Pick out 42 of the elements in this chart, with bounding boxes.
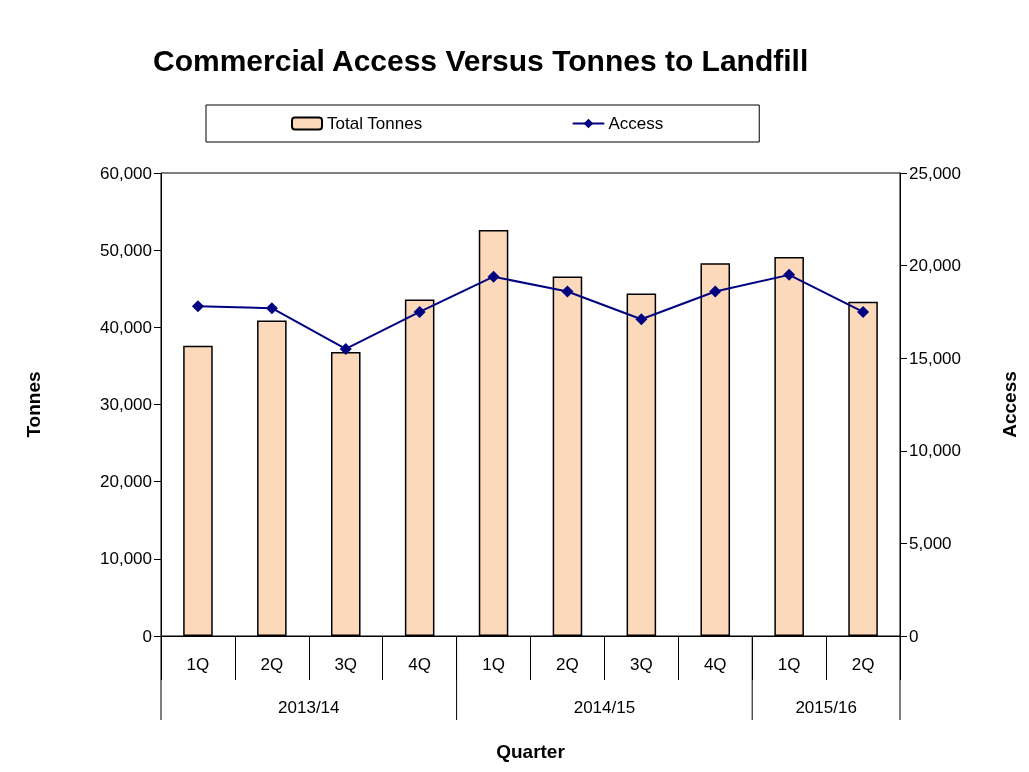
y2-tick-label: 5,000 (909, 533, 952, 553)
y-tick-label: 20,000 (100, 472, 152, 492)
x-tick-label: 2Q (851, 655, 875, 674)
x-tick-label: 1Q (186, 655, 210, 674)
x-tick-label: 4Q (408, 655, 431, 674)
y-tick-label: 60,000 (100, 163, 152, 183)
x-tick-label: 3Q (334, 655, 358, 674)
point (265, 302, 278, 315)
point (857, 305, 870, 318)
y2-axis-title: Access (999, 371, 1020, 438)
text: 2014/15 (573, 697, 636, 717)
y-tick-label: 40,000 (100, 317, 152, 337)
x-tick-label: 2Q (556, 655, 579, 674)
x-tick-label: 1Q (777, 655, 801, 674)
y-axis-title: Tonnes (23, 371, 44, 438)
y-tick-label: 50,000 (100, 240, 152, 260)
x-tick-label: 4Q (703, 655, 727, 674)
text: 2015/16 (795, 697, 857, 717)
point (487, 270, 500, 283)
legend-label: Total Tonnes (327, 114, 423, 133)
y-tick-label: 30,000 (100, 395, 152, 414)
y2-tick-label: 20,000 (909, 256, 961, 276)
chart-title: Commercial Access Versus Tonnes to Landfill (153, 43, 809, 77)
x-tick-label: 1Q (482, 655, 505, 674)
y-tick-label: 0 (142, 626, 152, 646)
point (191, 300, 204, 313)
x-tick-label: 3Q (630, 655, 653, 674)
point (635, 313, 648, 326)
y-tick-label: 10,000 (100, 549, 152, 569)
text: 2013/14 (278, 697, 340, 717)
x-tick-label: 2Q (260, 655, 284, 674)
x-axis-title: Quarter (496, 741, 566, 762)
point (561, 285, 574, 298)
y2-tick-label: 0 (909, 626, 919, 646)
legend-label: Access (608, 114, 664, 133)
y2-tick-label: 15,000 (909, 348, 961, 368)
y2-tick-label: 25,000 (909, 163, 961, 183)
point (783, 268, 796, 281)
point (339, 342, 352, 355)
point (413, 305, 426, 318)
point (709, 285, 722, 298)
y2-tick-label: 10,000 (909, 441, 961, 461)
